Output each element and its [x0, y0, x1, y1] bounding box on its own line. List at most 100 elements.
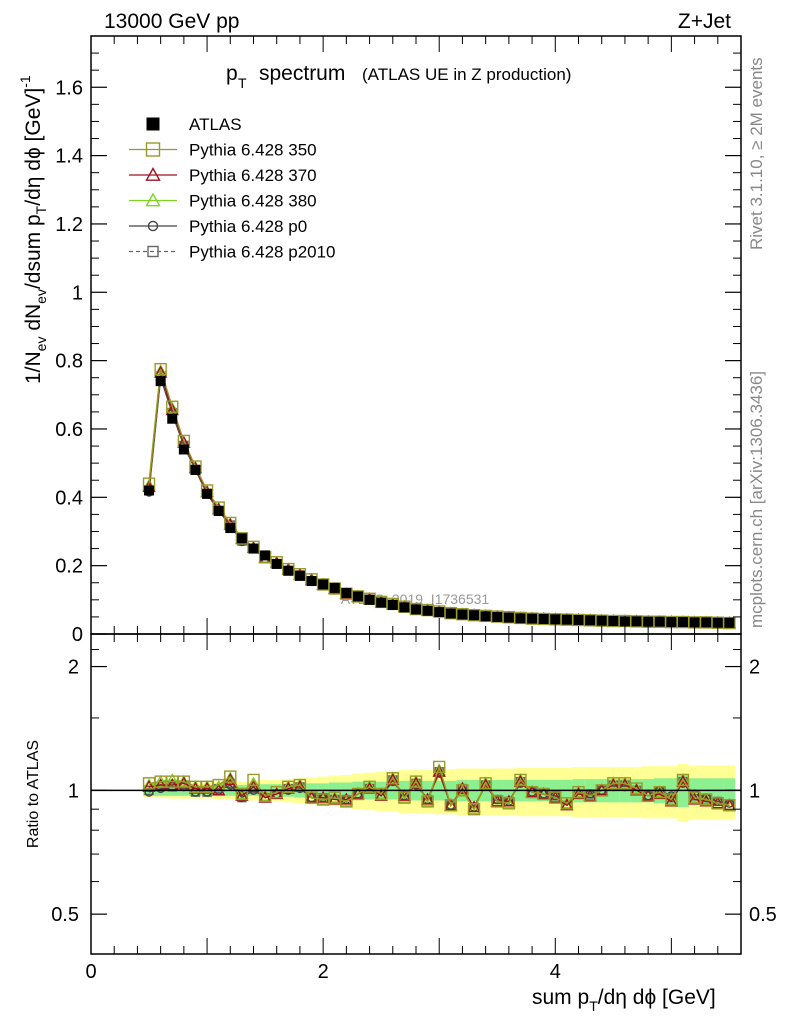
series-line: [148, 377, 730, 624]
point-pythia-6-428-380: [676, 773, 690, 786]
point-pythia-6-428-350: [409, 775, 423, 788]
point-atlas: [341, 587, 352, 598]
legend-entry-pythia-6-428-380: Pythia 6.428 380: [129, 192, 317, 211]
point-pythia-6-428-350: [514, 773, 527, 787]
point-pythia-6-428-380: [513, 773, 528, 786]
point-pythia-6-428-380: [653, 785, 667, 798]
point-atlas: [213, 505, 224, 516]
point-atlas: [445, 608, 456, 619]
x-tick-label: 4: [550, 961, 561, 983]
point-atlas: [318, 579, 329, 590]
point-atlas: [585, 615, 596, 626]
point-atlas: [527, 613, 538, 624]
point-pythia-6-428-370: [304, 790, 319, 803]
point-atlas: [596, 615, 607, 626]
point-atlas: [236, 533, 247, 544]
point-atlas: [271, 558, 282, 569]
legend-marker: [145, 142, 161, 157]
series-pythia-6-428-p2010: [144, 371, 735, 628]
point-pythia-6-428-350: [363, 780, 376, 794]
point-atlas: [167, 413, 178, 424]
point-pythia-6-428-370: [420, 792, 435, 805]
series-line: [148, 368, 730, 624]
point-pythia-6-428-370: [467, 800, 481, 813]
point-pythia-6-428-370: [687, 792, 702, 805]
point-pythia-6-428-370: [316, 790, 330, 803]
point-pythia-6-428-370: [444, 798, 458, 811]
point-atlas: [689, 617, 700, 628]
point-atlas: [155, 376, 166, 387]
series-line: [148, 372, 730, 624]
point-atlas: [411, 604, 421, 615]
legend-marker: [147, 220, 159, 232]
point-atlas: [329, 582, 340, 593]
point-pythia-6-428-370: [560, 798, 574, 811]
point-pythia-6-428-370: [258, 790, 272, 803]
point-atlas: [225, 523, 236, 534]
point-atlas: [619, 616, 630, 627]
point-pythia-6-428-380: [386, 771, 400, 784]
point-pythia-6-428-350: [560, 797, 574, 810]
point-pythia-6-428-350: [467, 802, 481, 816]
point-pythia-6-428-380: [571, 785, 586, 798]
point-atlas: [399, 602, 410, 613]
point-pythia-6-428-350: [224, 770, 237, 783]
series-pythia-6-428-380: [142, 363, 737, 629]
point-pythia-6-428-350: [398, 791, 411, 804]
point-pythia-6-428-370: [246, 779, 261, 792]
point-pythia-6-428-380: [467, 802, 481, 815]
legend-marker: [145, 167, 161, 181]
point-atlas: [457, 609, 468, 620]
point-pythia-6-428-380: [420, 794, 435, 807]
legend-entry-atlas: ATLAS: [146, 115, 242, 134]
point-pythia-6-428-350: [723, 799, 736, 812]
ratio-ylabel: Ratio to ATLAS: [25, 740, 42, 848]
point-pythia-6-428-350: [235, 787, 249, 801]
point-atlas: [202, 488, 213, 499]
title-sub: T: [238, 75, 247, 91]
point-atlas: [538, 613, 549, 624]
point-pythia-6-428-370: [165, 778, 179, 791]
header-process: Z+Jet: [678, 10, 731, 33]
point-atlas: [503, 612, 514, 623]
point-atlas: [515, 613, 526, 624]
point-pythia-6-428-380: [478, 776, 493, 789]
point-pythia-6-428-350: [235, 532, 249, 545]
point-pythia-6-428-370: [490, 794, 504, 807]
point-pythia-6-428-350: [444, 799, 458, 812]
point-pythia-6-428-380: [687, 790, 702, 803]
main-ylabel: 1/Nev dNev/dsum pT/dη dϕ [GeV]-1: [17, 75, 49, 384]
point-pythia-6-428-380: [293, 778, 307, 791]
point-pythia-6-428-370: [664, 794, 679, 807]
point-atlas: [631, 616, 642, 627]
series-pythia-6-428-370: [142, 365, 737, 629]
series-line: [148, 375, 730, 624]
point-atlas: [469, 610, 480, 621]
series-atlas: [144, 376, 735, 628]
point-pythia-6-428-370: [153, 778, 168, 791]
point-atlas: [712, 617, 723, 628]
point-pythia-6-428-350: [502, 797, 516, 810]
svg-text:1/Nev dNev/dsum pT/dη dϕ [GeV]: 1/Nev dNev/dsum pT/dη dϕ [GeV]-1: [17, 75, 49, 384]
point-pythia-6-428-350: [653, 785, 666, 799]
rivet-label: Rivet 3.1.10, ≥ 2M events: [747, 57, 766, 250]
series-line: [148, 764, 730, 811]
point-atlas: [352, 591, 363, 602]
point-pythia-6-428-370: [455, 781, 470, 794]
legend-entry-pythia-6-428-370: Pythia 6.428 370: [129, 166, 317, 185]
point-pythia-6-428-350: [247, 773, 260, 787]
point-pythia-6-428-370: [432, 764, 446, 777]
legend: ATLAS Pythia 6.428 350 Pythia 6.428 370 Pyt…: [129, 115, 336, 262]
x-tick-label: 2: [318, 961, 329, 983]
point-pythia-6-428-350: [433, 760, 446, 774]
legend-marker: [147, 245, 159, 258]
point-atlas: [283, 565, 294, 576]
point-pythia-6-428-380: [328, 790, 342, 803]
point-pythia-6-428-370: [374, 788, 388, 801]
legend-label: Pythia 6.428 370: [189, 166, 317, 185]
point-pythia-6-428-380: [432, 763, 446, 776]
point-pythia-6-428-370: [142, 779, 156, 792]
series-pythia-6-428-350: [142, 362, 736, 630]
point-pythia-6-428-350: [374, 787, 388, 801]
point-atlas: [144, 485, 155, 496]
